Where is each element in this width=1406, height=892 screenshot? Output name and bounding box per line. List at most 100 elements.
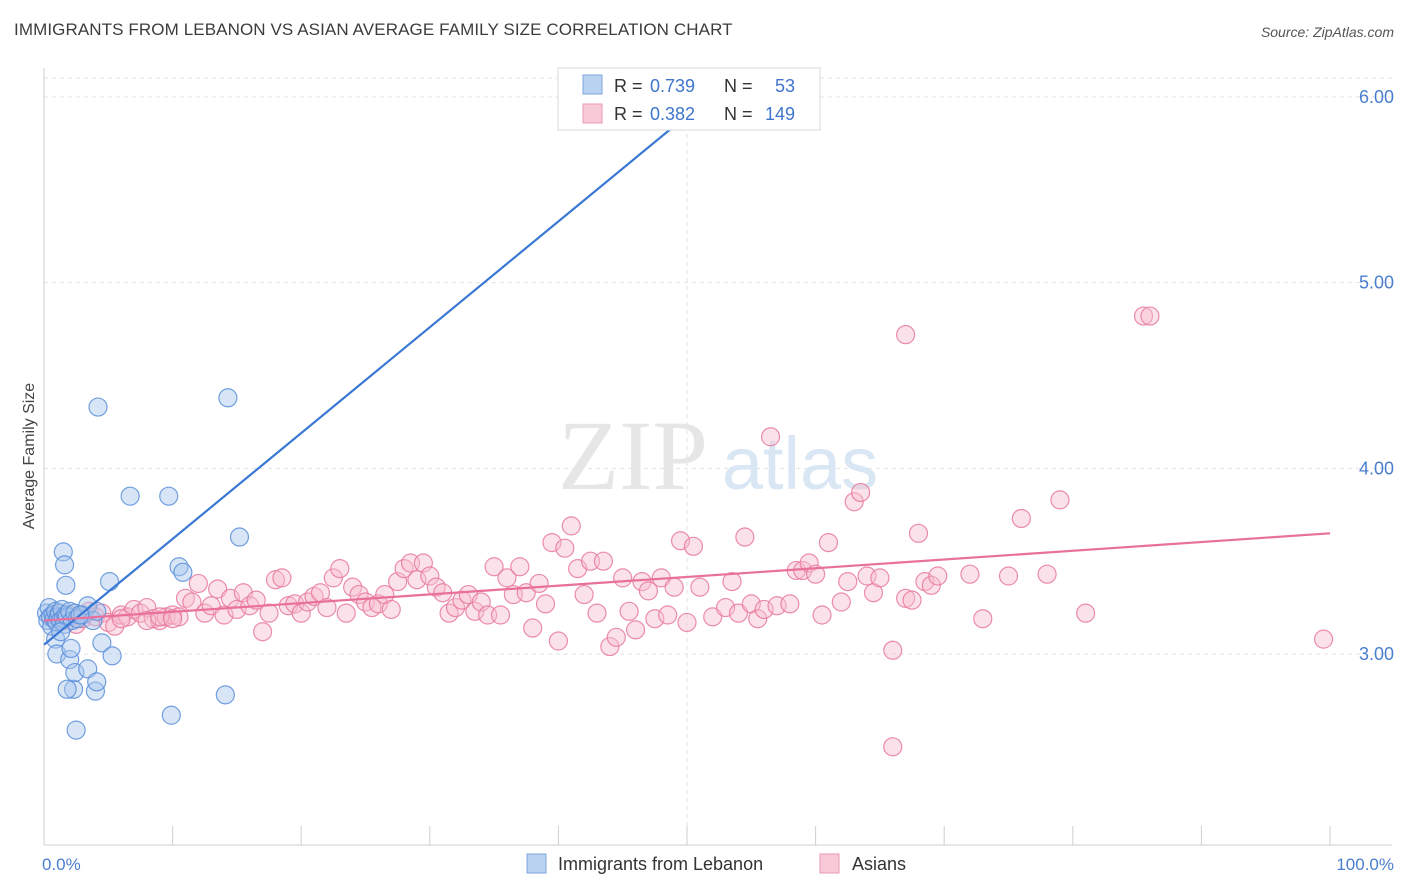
stats-n-value-lebanon: 53 — [775, 76, 795, 96]
x-tick-label-max: 100.0% — [1336, 855, 1394, 874]
asians-point — [343, 577, 363, 597]
asians-trend-line — [43, 532, 1331, 622]
asians-point — [1140, 306, 1160, 326]
asians-point — [548, 631, 569, 651]
asians-point — [960, 564, 980, 584]
asians-point — [812, 605, 832, 625]
stats-r-label-lebanon: R = — [614, 76, 648, 96]
asians-point — [883, 737, 903, 757]
asians-point — [1037, 564, 1057, 584]
asians-point — [973, 609, 993, 629]
asians-point — [928, 566, 948, 586]
asians-point — [188, 573, 208, 594]
asians-point — [677, 612, 697, 633]
asians-point — [330, 558, 350, 579]
asians-point — [561, 516, 581, 536]
asians-point — [625, 620, 646, 640]
lebanon-point — [173, 562, 193, 582]
asians-point — [272, 568, 292, 588]
watermark-zip: ZIP — [558, 400, 708, 511]
lebanon-point — [63, 679, 84, 699]
asians-point — [606, 627, 626, 647]
asians-point — [851, 482, 871, 503]
legend-swatch-lebanon — [526, 853, 547, 874]
asians-point — [593, 551, 614, 571]
stats-n-label-asians: N = — [724, 104, 758, 124]
asians-point — [535, 594, 556, 614]
asians-point — [497, 568, 517, 588]
lebanon-point — [92, 633, 112, 653]
source-label: Source: ZipAtlas.com — [1260, 24, 1394, 40]
asians-point — [831, 592, 851, 612]
gridlines — [44, 77, 1392, 845]
asians-point — [555, 538, 575, 558]
stats-r-value-asians: 0.382 — [650, 104, 695, 124]
lebanon-point — [65, 662, 85, 683]
asians-point — [117, 607, 138, 627]
asians-point — [111, 609, 131, 629]
chart-title: IMMIGRANTS FROM LEBANON VS ASIAN AVERAGE… — [14, 20, 733, 39]
lebanon-point — [102, 646, 122, 666]
asians-point — [600, 636, 620, 657]
asians-point — [163, 609, 183, 629]
lebanon-point — [54, 555, 75, 575]
asians-point — [998, 566, 1019, 586]
lebanon-point — [87, 672, 107, 692]
asians-point — [574, 584, 594, 605]
lebanon-point — [159, 486, 179, 506]
lebanon-point — [161, 705, 181, 725]
legend: Immigrants from Lebanon Asians — [526, 853, 906, 874]
asians-point — [265, 570, 286, 590]
lebanon-point — [78, 659, 98, 679]
asians-point — [870, 568, 890, 588]
asians-point — [896, 588, 916, 608]
asians-point — [754, 599, 774, 620]
x-ticks — [43, 826, 1331, 845]
lebanon-point — [218, 388, 238, 408]
lebanon-point — [66, 720, 86, 740]
y-tick-label: 5.00 — [1359, 273, 1394, 293]
asians-point — [1076, 603, 1096, 623]
asians-point — [921, 575, 941, 595]
asians-point — [645, 609, 665, 629]
stats-swatch-lebanon — [582, 74, 603, 95]
y-tick-label: 3.00 — [1359, 644, 1394, 664]
asians-point — [690, 577, 710, 597]
asians-point — [728, 603, 749, 623]
asians-point — [844, 492, 864, 512]
axes — [43, 68, 1392, 846]
asians-point — [253, 622, 273, 642]
lebanon-point — [56, 575, 76, 595]
asians-point — [619, 601, 639, 621]
y-tick-label: 4.00 — [1359, 458, 1394, 478]
trend-lines — [43, 114, 1331, 646]
y-tick-labels: 3.00 4.00 5.00 6.00 — [1359, 87, 1394, 664]
lebanon-trend-line — [43, 114, 688, 646]
legend-item-lebanon[interactable]: Immigrants from Lebanon — [526, 853, 763, 874]
legend-item-asians[interactable]: Asians — [819, 853, 906, 874]
lebanon-point — [229, 527, 250, 547]
asians-point — [1313, 629, 1334, 649]
stats-n-value-asians: 149 — [765, 104, 795, 124]
lebanon-point — [120, 486, 140, 506]
y-axis-label: Average Family Size — [21, 383, 38, 530]
lebanon-point — [99, 571, 120, 592]
asians-point — [445, 597, 466, 618]
legend-swatch-asians — [819, 853, 840, 874]
asians-point — [227, 599, 247, 620]
asians-point — [818, 532, 839, 553]
y-tick-label: 6.00 — [1359, 87, 1394, 107]
asians-point — [510, 557, 530, 577]
stats-r-value-lebanon: 0.739 — [650, 76, 695, 96]
asians-point — [838, 571, 858, 592]
asians-point — [246, 590, 266, 610]
asians-point — [748, 609, 768, 629]
asians-point — [465, 601, 485, 621]
watermark: ZIP atlas — [558, 400, 878, 511]
asians-point — [664, 577, 684, 597]
asians-point — [587, 603, 607, 623]
asians-point — [735, 527, 755, 547]
asians-point — [883, 640, 903, 660]
stats-r-label-asians: R = — [614, 104, 648, 124]
asians-point — [683, 536, 704, 556]
